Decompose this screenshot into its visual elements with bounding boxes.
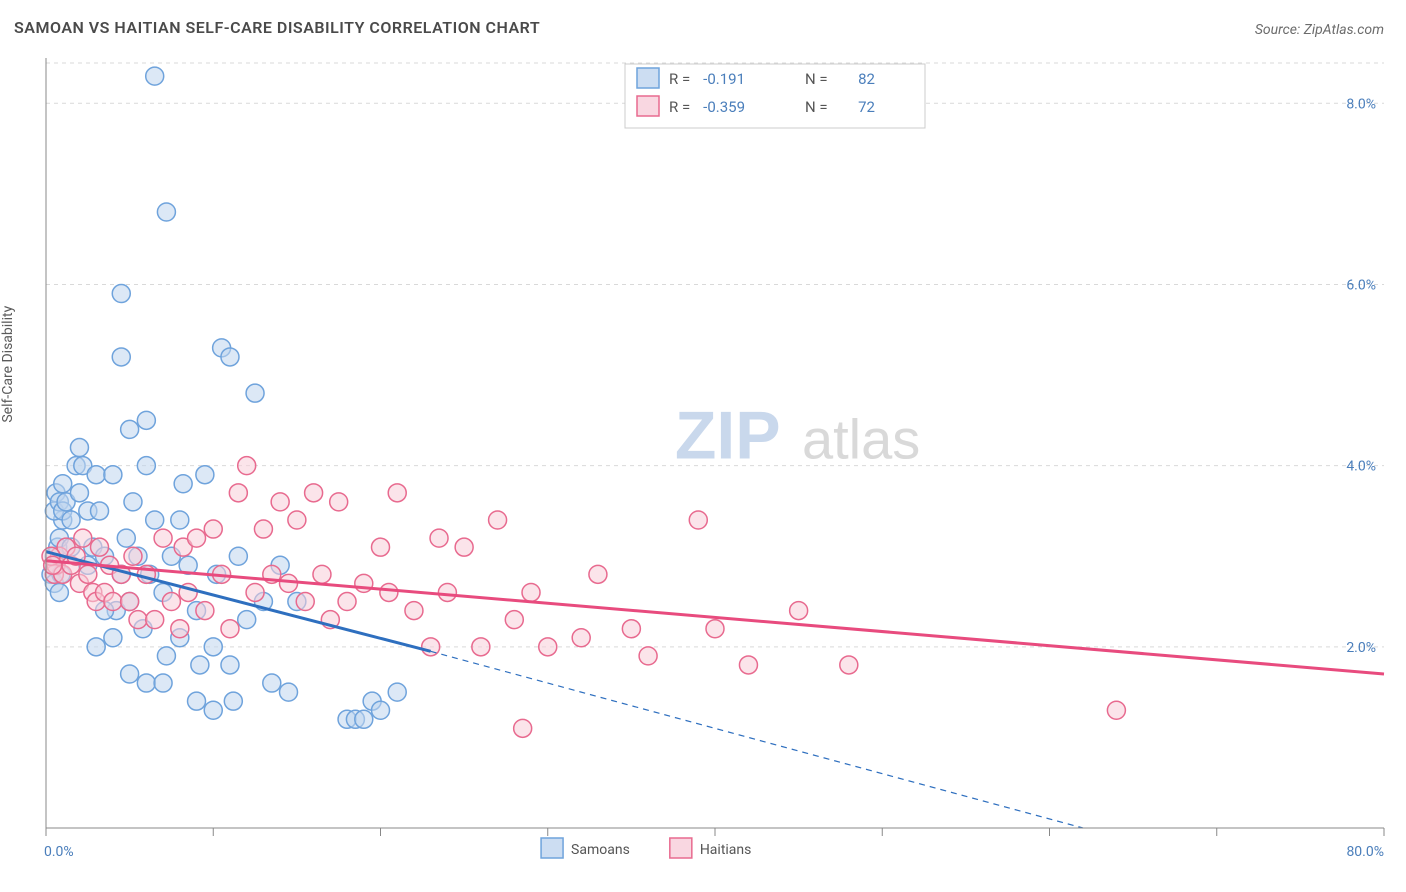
svg-text:R =: R = <box>669 70 690 88</box>
svg-text:N =: N = <box>805 70 828 88</box>
svg-text:8.0%: 8.0% <box>1346 96 1376 112</box>
svg-text:ZIP: ZIP <box>675 397 781 473</box>
svg-text:Samoans: Samoans <box>571 842 630 858</box>
svg-text:2.0%: 2.0% <box>1346 640 1376 656</box>
svg-text:N =: N = <box>805 98 828 116</box>
svg-text:R =: R = <box>669 98 690 116</box>
chart-container: SAMOAN VS HAITIAN SELF-CARE DISABILITY C… <box>0 0 1406 892</box>
svg-text:80.0%: 80.0% <box>1346 844 1384 860</box>
svg-text:atlas: atlas <box>802 407 920 470</box>
chart-svg: ZIP atlas 2.0% 4.0% 6.0% 8.0% 0.0% 80.0% R = -0.1… <box>0 0 1406 892</box>
svg-text:72: 72 <box>858 98 875 116</box>
svg-text:82: 82 <box>858 70 875 88</box>
svg-text:-0.191: -0.191 <box>703 70 745 88</box>
svg-text:0.0%: 0.0% <box>44 844 74 860</box>
svg-text:Haitians: Haitians <box>700 842 752 858</box>
svg-text:4.0%: 4.0% <box>1346 459 1376 475</box>
svg-text:-0.359: -0.359 <box>703 98 745 116</box>
svg-text:6.0%: 6.0% <box>1346 277 1376 293</box>
